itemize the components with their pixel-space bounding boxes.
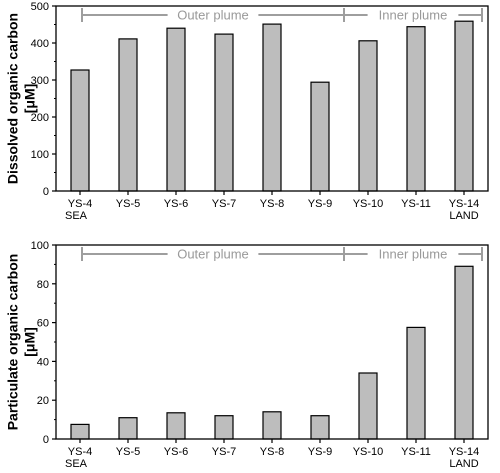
y-tick-label: 500 [31,1,49,13]
y-axis-title: Particulate organic carbon [5,254,21,431]
y-tick-label: 300 [31,75,49,87]
x-tick-label: YS-10 [353,446,384,458]
y-tick-label: 400 [31,38,49,50]
bar-ys-8 [262,411,282,440]
x-tick-label: YS-14 [449,198,480,210]
x-tick-label: YS-6 [164,198,188,210]
bar-ys-7 [214,33,234,192]
bar-ys-10 [358,372,378,440]
bar-ys-6 [166,412,186,440]
x-tick-label: YS-5 [116,198,140,210]
bar-ys-4 [70,423,90,440]
y-tick-label: 0 [43,434,49,446]
region-label-inner: Inner plume [379,247,448,262]
x-tick-label: YS-8 [260,198,284,210]
bar-ys-4 [70,69,90,192]
x-tick-label: YS-14 [449,446,480,458]
region-label-outer: Outer plume [177,8,249,23]
x-tick-label: YS-10 [353,198,384,210]
region-label-outer: Outer plume [177,247,249,262]
x-tick-label: YS-7 [212,446,236,458]
region-label-inner: Inner plume [379,8,448,23]
endpoint-label-sea: SEA [65,210,88,222]
x-tick-label: YS-6 [164,446,188,458]
bar-ys-11 [406,26,426,192]
bar-ys-11 [406,326,426,440]
y-tick-label: 100 [31,149,49,161]
bar-ys-14 [454,20,474,192]
bar-ys-5 [118,417,138,440]
x-tick-label: YS-9 [308,198,332,210]
bar-ys-9 [310,81,330,192]
x-tick-label: YS-8 [260,446,284,458]
y-tick-label: 60 [37,318,49,330]
y-tick-label: 80 [37,279,49,291]
x-tick-label: YS-4 [68,198,92,210]
y-tick-label: 40 [37,356,49,368]
bar-ys-7 [214,415,234,440]
y-tick-label: 20 [37,395,49,407]
bar-ys-9 [310,415,330,440]
bar-ys-8 [262,23,282,192]
y-tick-label: 200 [31,112,49,124]
endpoint-label-sea: SEA [65,458,88,470]
x-tick-label: YS-7 [212,198,236,210]
x-tick-label: YS-4 [68,446,92,458]
endpoint-label-land: LAND [449,210,478,222]
x-tick-label: YS-11 [401,198,431,210]
y-axis-unit: [μM] [22,327,38,357]
x-tick-label: YS-9 [308,446,332,458]
bar-ys-5 [118,38,138,192]
x-tick-label: YS-5 [116,446,140,458]
x-tick-label: YS-11 [401,446,431,458]
bar-ys-10 [358,40,378,192]
endpoint-label-land: LAND [449,458,478,470]
y-tick-label: 100 [31,240,49,252]
bar-ys-14 [454,265,474,440]
y-axis-title: Dissolved organic carbon [5,13,21,184]
y-tick-label: 0 [43,186,49,198]
y-axis-unit: [μM] [22,84,38,114]
bar-ys-6 [166,27,186,192]
